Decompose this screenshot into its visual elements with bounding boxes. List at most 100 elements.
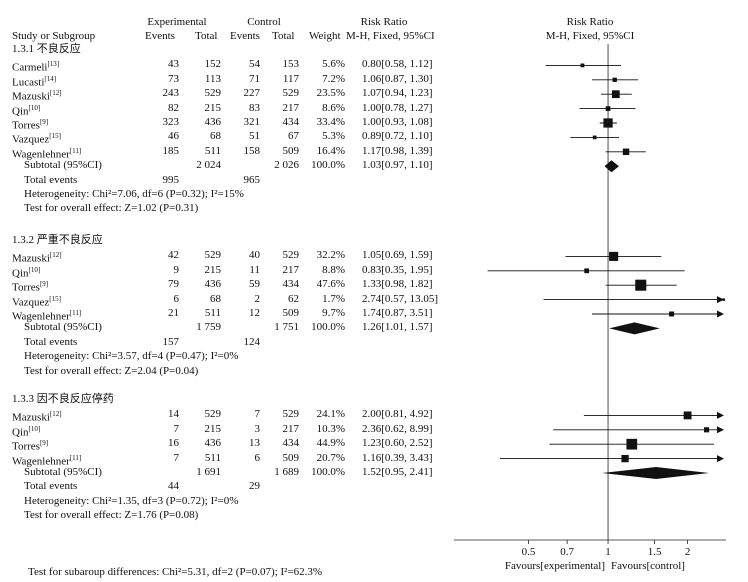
risk-ratio-ci: 1.16[0.39, 3.43] xyxy=(362,451,433,464)
exp-events: 21 xyxy=(168,307,179,319)
risk-ratio-ci: 1.00[0.78, 1.27] xyxy=(362,101,433,114)
study-reference: [15] xyxy=(49,132,61,141)
weight: 7.2% xyxy=(322,72,345,85)
risk-ratio-ci: 1.33[0.98, 1.82] xyxy=(362,278,433,291)
study-reference: [15] xyxy=(49,294,61,303)
exp-events: 16 xyxy=(168,437,179,450)
ctrl-total: 153 xyxy=(282,58,300,71)
ctrl-total: 434 xyxy=(282,116,300,128)
study-name: Lucasti[14] xyxy=(12,74,57,89)
total-events-exp: 157 xyxy=(162,335,180,348)
study-reference: [9] xyxy=(39,439,49,448)
study-name: Wagenlehner[11] xyxy=(12,309,82,323)
study-point xyxy=(584,268,590,274)
exp-events: 43 xyxy=(168,58,179,71)
exp-events: 14 xyxy=(168,408,179,421)
ctrl-total: 529 xyxy=(282,249,300,262)
exp-total: 529 xyxy=(204,249,222,262)
exp-total: 511 xyxy=(204,144,221,157)
total-events-exp: 995 xyxy=(162,173,180,186)
exp-total: 68 xyxy=(210,292,221,305)
header-ctrl-events: Events xyxy=(230,30,260,42)
ctrl-events: 51 xyxy=(249,130,260,143)
header-study: Study or Subgroup xyxy=(12,30,96,42)
study-point xyxy=(612,77,617,82)
exp-events: 323 xyxy=(162,116,180,128)
ctrl-events: 13 xyxy=(249,437,260,450)
header-method-right: M-H, Fixed, 95%CI xyxy=(545,30,635,42)
pooled-diamond xyxy=(604,160,619,173)
study-name: Torres[9] xyxy=(12,280,49,294)
weight: 9.7% xyxy=(322,307,345,319)
ctrl-events: 71 xyxy=(249,72,260,85)
exp-total: 529 xyxy=(204,87,222,100)
ci-arrow xyxy=(717,426,724,434)
risk-ratio-ci: 1.07[0.94, 1.23] xyxy=(362,87,433,100)
weight: 47.6% xyxy=(316,278,345,291)
exp-events: 7 xyxy=(173,422,180,435)
risk-ratio-ci: 1.74[0.87, 3.51] xyxy=(362,307,433,319)
study-reference: [10] xyxy=(28,424,41,433)
subtotal-weight: 100.0% xyxy=(311,159,345,172)
study-reference: [10] xyxy=(28,103,41,112)
study-name: Torres[9] xyxy=(12,118,49,132)
header-ctrl-total: Total xyxy=(272,30,295,42)
study-reference: [9] xyxy=(39,280,49,289)
header-exp-total: Total xyxy=(195,30,218,42)
weight: 44.9% xyxy=(316,437,345,450)
ctrl-events: 83 xyxy=(249,101,260,114)
study-point xyxy=(622,148,630,156)
ci-arrow xyxy=(717,296,724,304)
ctrl-events: 321 xyxy=(243,116,261,128)
ctrl-total: 62 xyxy=(288,292,299,305)
x-tick-label: 0.5 xyxy=(522,546,536,558)
exp-events: 6 xyxy=(173,292,180,305)
risk-ratio-ci: 1.23[0.60, 2.52] xyxy=(362,437,433,450)
study-name: Mazuski[12] xyxy=(12,410,62,425)
ctrl-total: 529 xyxy=(282,408,300,421)
study-point xyxy=(683,411,692,420)
study-reference: [14] xyxy=(44,74,57,83)
study-name: Carmeli[13] xyxy=(12,60,60,75)
ctrl-events: 2 xyxy=(254,292,261,305)
header-method-left: M-H, Fixed, 95%CI xyxy=(346,30,435,42)
total-events-label: Total events xyxy=(24,480,78,493)
weight: 32.2% xyxy=(316,249,345,262)
header-experimental: Experimental xyxy=(147,16,207,28)
exp-events: 79 xyxy=(168,278,179,291)
study-point xyxy=(626,438,638,450)
weight: 16.4% xyxy=(316,144,345,157)
risk-ratio-ci: 0.89[0.72, 1.10] xyxy=(362,130,433,143)
total-events-label: Total events xyxy=(24,173,78,186)
exp-events: 9 xyxy=(173,263,180,276)
exp-total: 152 xyxy=(204,58,222,71)
subtotal-ci: 1.26[1.01, 1.57] xyxy=(362,321,433,334)
ci-arrow xyxy=(717,310,724,318)
ctrl-events: 227 xyxy=(243,87,261,100)
ctrl-total: 217 xyxy=(282,101,300,114)
study-point xyxy=(611,90,620,99)
header-control: Control xyxy=(247,16,281,28)
heterogeneity: Heterogeneity: Chi²=3.57, df=4 (P=0.47);… xyxy=(24,350,239,363)
study-point xyxy=(603,118,613,128)
total-events-exp: 44 xyxy=(168,480,179,493)
ctrl-events: 7 xyxy=(254,408,261,421)
ctrl-events: 59 xyxy=(249,278,260,291)
total-events-ctrl: 965 xyxy=(243,173,261,186)
study-reference: [9] xyxy=(39,118,49,126)
exp-total: 215 xyxy=(204,422,222,435)
ctrl-total: 217 xyxy=(282,263,300,276)
exp-total: 68 xyxy=(210,130,221,143)
study-point xyxy=(669,311,675,317)
weight: 5.6% xyxy=(322,58,345,71)
pooled-diamond xyxy=(609,322,660,335)
heterogeneity: Heterogeneity: Chi²=1.35, df=3 (P=0.72);… xyxy=(24,494,239,507)
subgroup-differences-test: Test for subaroup differences: Chi²=5.31… xyxy=(28,566,323,578)
ci-arrow xyxy=(717,455,724,463)
study-point xyxy=(703,427,710,433)
weight: 5.3% xyxy=(322,130,345,143)
ctrl-events: 158 xyxy=(243,144,261,157)
x-tick-label: 1.5 xyxy=(648,546,662,558)
subtotal-weight: 100.0% xyxy=(311,321,345,334)
